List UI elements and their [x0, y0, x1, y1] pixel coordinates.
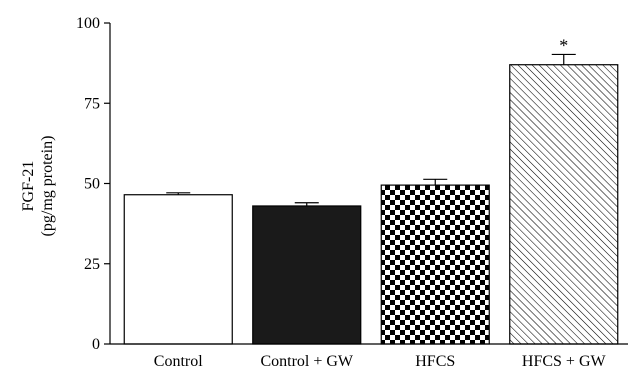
y-axis-title-line-1: FGF-21 — [20, 161, 37, 212]
x-tick-label: Control — [154, 353, 203, 370]
bar-hfcs-gw — [509, 64, 619, 345]
x-tick-label: Control + GW — [260, 353, 353, 370]
x-tick-label: HFCS — [415, 353, 455, 370]
plot-area: 0 25 50 75 100 Control Control + GW HFCS * HFCS +… — [76, 15, 628, 370]
x-tick-label: HFCS + GW — [522, 353, 607, 370]
bar-hfcs — [380, 184, 490, 345]
y-axis-title-line-2: (pg/mg protein) — [39, 136, 56, 237]
bar-control-gw — [252, 205, 362, 345]
significance-marker: * — [559, 35, 568, 55]
y-tick-label: 75 — [84, 95, 100, 112]
y-axis-title: FGF-21 (pg/mg protein) — [20, 136, 56, 237]
y-tick-label: 100 — [76, 15, 100, 32]
y-tick-label: 50 — [84, 176, 100, 193]
bar-control — [123, 194, 233, 345]
y-tick-label: 25 — [84, 256, 100, 273]
y-tick-label: 0 — [92, 336, 100, 353]
